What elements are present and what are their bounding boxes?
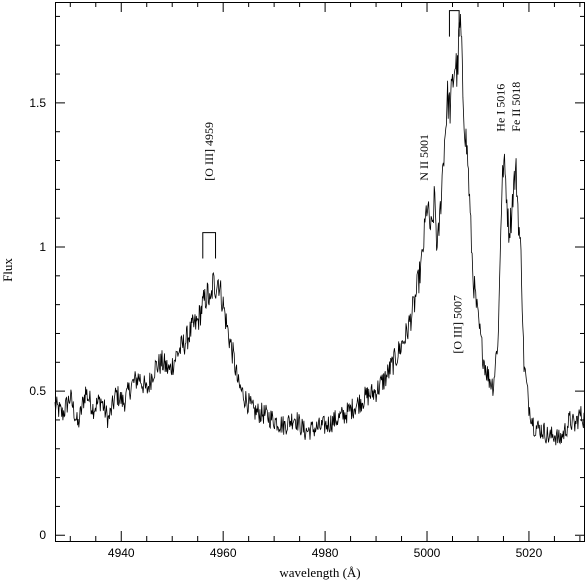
- line-annotation: N II 5001: [417, 134, 431, 181]
- series-layer: [54, 13, 585, 446]
- x-tick-label: 4980: [312, 546, 339, 560]
- axis-ticks: [55, 2, 585, 541]
- line-annotation: [O III] 5007: [451, 295, 465, 354]
- x-tick-label: 4940: [108, 546, 135, 560]
- x-tick-label: 5000: [414, 546, 441, 560]
- line-annotation: He I 5016: [494, 84, 508, 132]
- x-tick-label: 5020: [516, 546, 543, 560]
- line-annotation: Fe II 5018: [509, 82, 523, 132]
- y-axis-label: Flux: [0, 258, 15, 282]
- annotations: [O III] 4959 N II 5001 [O III] 5007 He I 50…: [202, 10, 523, 354]
- x-axis-label: wavelength (Å): [279, 565, 360, 580]
- line-bracket: [448, 10, 460, 37]
- line-annotation: [O III] 4959: [202, 122, 216, 181]
- line-bracket: [202, 232, 217, 259]
- y-tick-label: 0.5: [29, 384, 46, 398]
- tick-labels: 4940 4960 4980 5000 5020 0 0.5 1 1.5: [29, 96, 542, 560]
- plot-frame: [55, 2, 585, 542]
- spectrum-line: [54, 13, 585, 446]
- y-tick-label: 1.5: [29, 96, 46, 110]
- y-tick-label: 1: [39, 240, 46, 254]
- x-tick-label: 4960: [210, 546, 237, 560]
- plot-border: [55, 2, 585, 542]
- y-tick-label: 0: [39, 528, 46, 542]
